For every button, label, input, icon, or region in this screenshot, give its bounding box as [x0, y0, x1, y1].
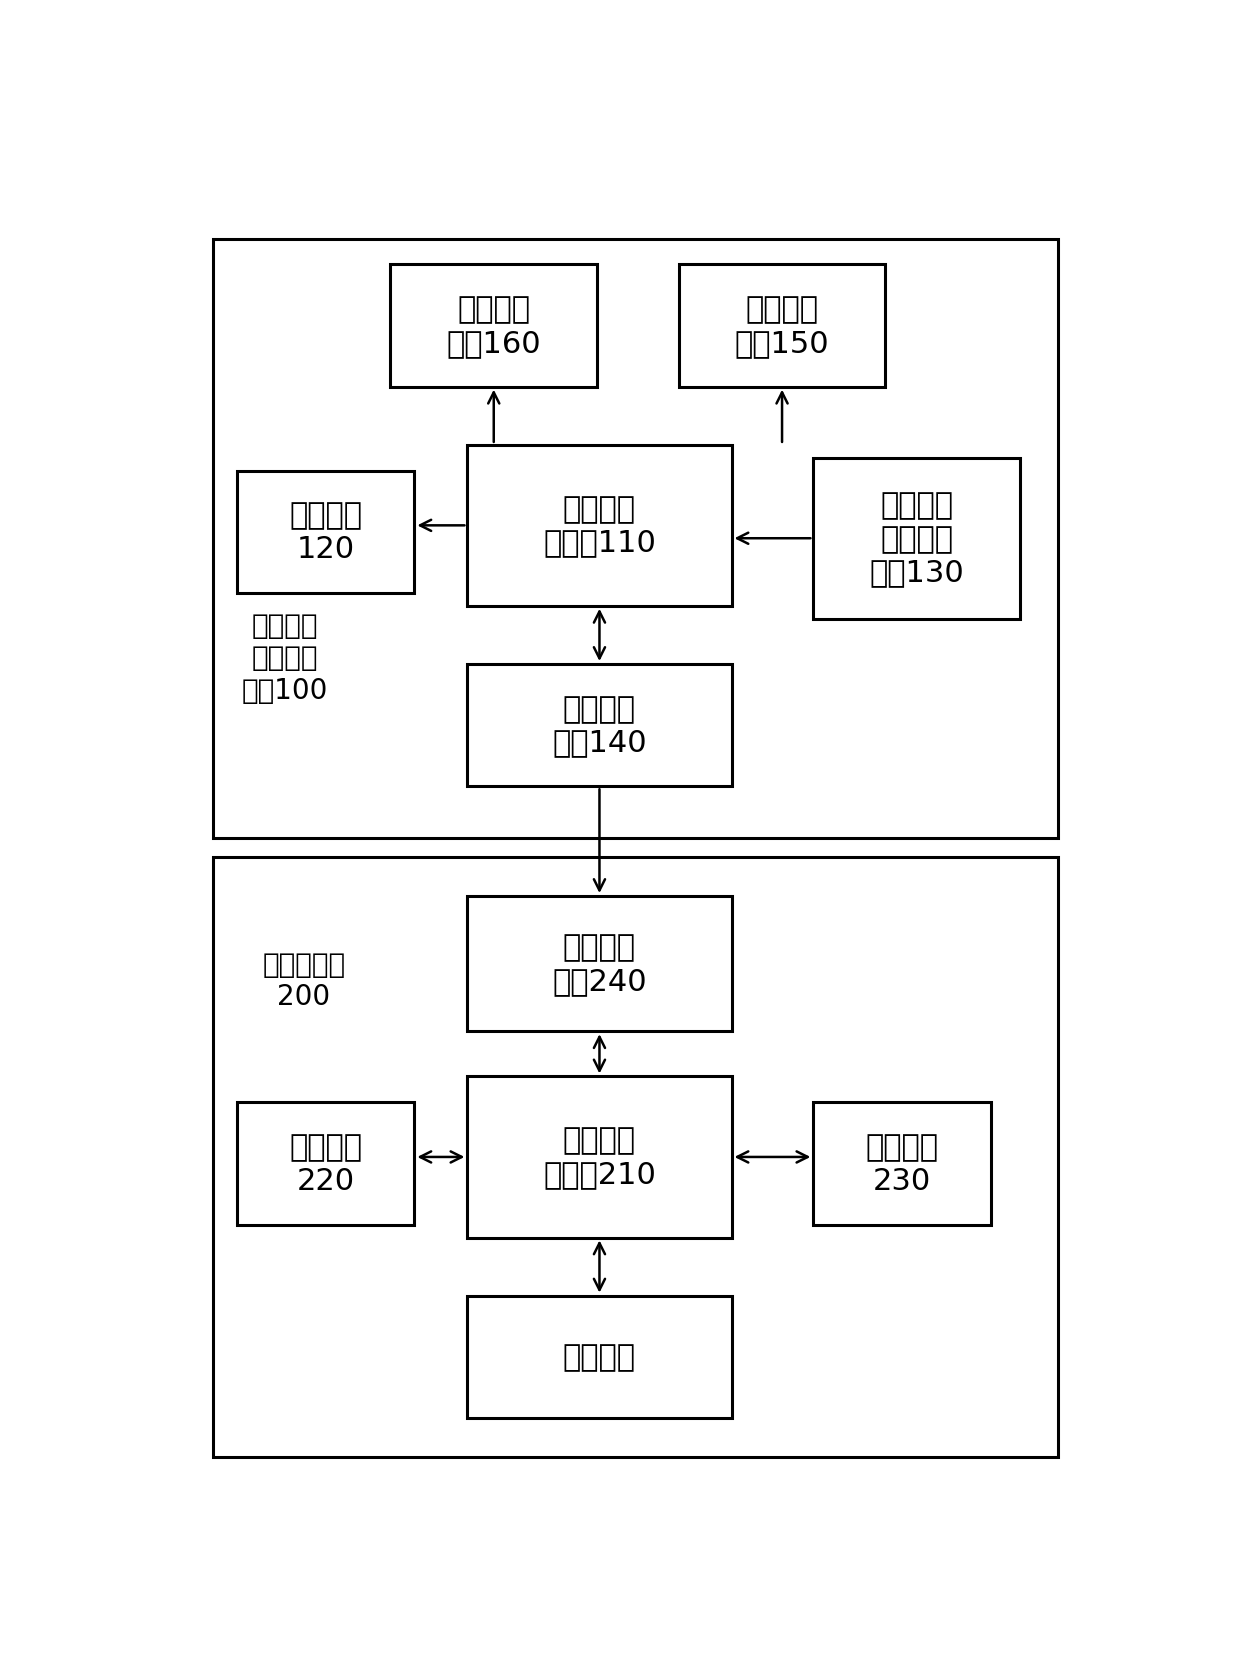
Bar — [467, 897, 732, 1032]
Text: 人机交互
模块160: 人机交互 模块160 — [446, 294, 541, 358]
Bar — [213, 858, 1058, 1457]
Bar — [467, 445, 732, 607]
Bar — [813, 1103, 991, 1225]
Bar — [391, 264, 596, 388]
Bar — [813, 458, 1021, 619]
Text: 第二通讯
单元240: 第二通讯 单元240 — [552, 934, 647, 995]
Text: 判断模块
220: 判断模块 220 — [289, 1133, 362, 1195]
Text: 充电锂电
池管理子
系统100: 充电锂电 池管理子 系统100 — [242, 612, 327, 704]
Bar — [467, 664, 732, 786]
Text: 第一中央
处理器110: 第一中央 处理器110 — [543, 495, 656, 557]
Text: 扎费单元: 扎费单元 — [563, 1342, 636, 1372]
Text: 第一通讯
单元140: 第一通讯 单元140 — [552, 694, 647, 756]
Bar — [237, 1103, 414, 1225]
Bar — [467, 1077, 732, 1238]
Text: 计费单元
230: 计费单元 230 — [866, 1133, 939, 1195]
Text: 解锁单元
120: 解锁单元 120 — [289, 502, 362, 564]
Bar — [467, 1295, 732, 1419]
Bar — [213, 239, 1058, 838]
Text: 云端服务器
200: 云端服务器 200 — [263, 950, 346, 1010]
Text: 能量焦耳
消耗检测
模块130: 能量焦耳 消耗检测 模块130 — [869, 490, 963, 587]
Bar — [237, 472, 414, 594]
Text: 第一存储
单元150: 第一存储 单元150 — [735, 294, 830, 358]
Bar — [678, 264, 885, 388]
Text: 第二中央
处理器210: 第二中央 处理器210 — [543, 1126, 656, 1188]
